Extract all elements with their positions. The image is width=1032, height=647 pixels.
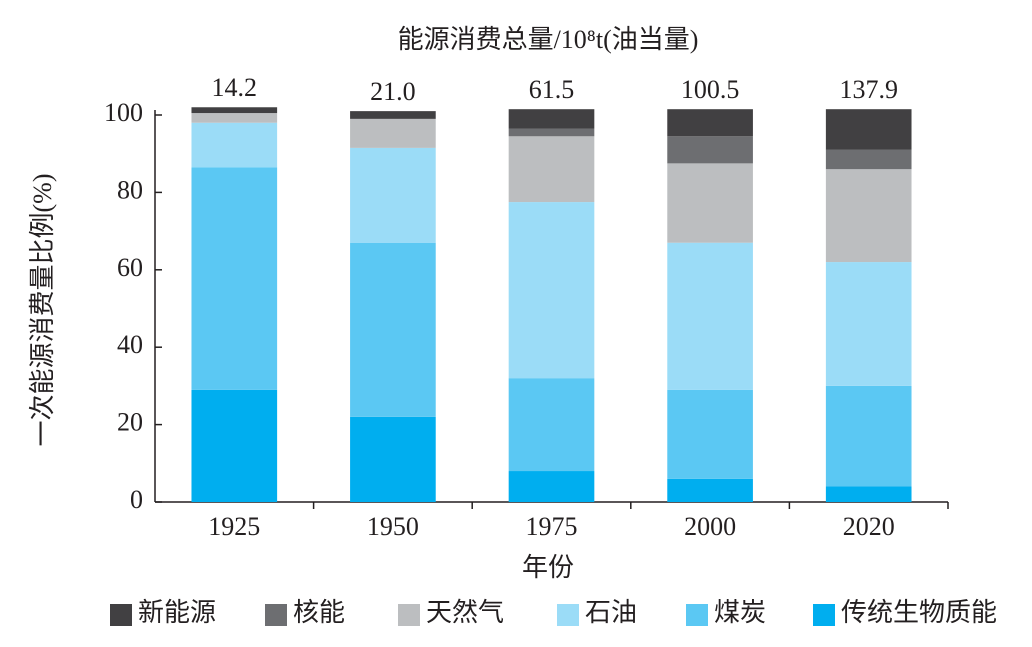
bar-segment bbox=[825, 149, 912, 170]
bar-segment bbox=[508, 202, 595, 379]
y-tick-label: 60 bbox=[117, 253, 143, 282]
legend-label: 核能 bbox=[293, 598, 345, 627]
y-tick-label: 40 bbox=[117, 330, 143, 359]
x-tick-label: 2020 bbox=[843, 512, 895, 541]
x-tick-label: 1925 bbox=[208, 512, 260, 541]
y-tick-label: 80 bbox=[117, 175, 143, 204]
bar-segment bbox=[825, 486, 912, 502]
total-label: 137.9 bbox=[839, 75, 898, 104]
legend-swatch bbox=[398, 604, 420, 626]
bar-segment bbox=[191, 122, 278, 168]
total-label: 14.2 bbox=[212, 73, 258, 102]
bar-segment bbox=[191, 107, 278, 114]
bar-segment bbox=[350, 111, 436, 119]
bar-segment bbox=[508, 128, 595, 137]
bar-segment bbox=[350, 242, 436, 417]
legend-label: 石油 bbox=[585, 598, 637, 627]
bar-segment bbox=[667, 242, 753, 390]
chart-title: 能源消费总量/10⁸t(油当量) bbox=[398, 25, 699, 54]
legend-label: 新能源 bbox=[138, 598, 216, 627]
x-tick-label: 2000 bbox=[684, 512, 736, 541]
bar-segment bbox=[667, 389, 753, 479]
bar-segment bbox=[825, 169, 912, 263]
x-tick-label: 1975 bbox=[526, 512, 578, 541]
total-label: 100.5 bbox=[681, 75, 740, 104]
bar-segment bbox=[825, 109, 912, 150]
y-axis-label: 一次能源消费量比例(%) bbox=[28, 174, 57, 447]
legend-label: 传统生物质能 bbox=[841, 598, 997, 627]
legend-swatch bbox=[557, 604, 579, 626]
x-tick-label: 1950 bbox=[367, 512, 419, 541]
legend-swatch bbox=[110, 604, 132, 626]
bar-segment bbox=[350, 147, 436, 243]
y-tick-label: 20 bbox=[117, 408, 143, 437]
legend-label: 天然气 bbox=[426, 598, 504, 627]
legend-swatch bbox=[265, 604, 287, 626]
bar-segment bbox=[508, 109, 595, 129]
x-axis-label: 年份 bbox=[522, 553, 574, 582]
bar-segment bbox=[667, 478, 753, 502]
total-label: 61.5 bbox=[529, 75, 575, 104]
total-label: 21.0 bbox=[370, 77, 416, 106]
bar-segment bbox=[667, 136, 753, 164]
legend-label: 煤炭 bbox=[714, 598, 766, 627]
bar-segment bbox=[191, 113, 278, 123]
bar-segment bbox=[825, 262, 912, 386]
bar-segment bbox=[350, 118, 436, 148]
bar-segment bbox=[825, 385, 912, 487]
bar-segment bbox=[191, 167, 278, 390]
legend-swatch bbox=[813, 604, 835, 626]
y-tick-label: 100 bbox=[104, 98, 143, 127]
bar-segment bbox=[191, 389, 278, 502]
bar-segment bbox=[508, 136, 595, 203]
bar-segment bbox=[508, 378, 595, 472]
bar-segment bbox=[667, 163, 753, 243]
y-tick-label: 0 bbox=[130, 485, 143, 514]
bar-segment bbox=[350, 416, 436, 502]
bar-segment bbox=[508, 471, 595, 502]
bar-segment bbox=[667, 109, 753, 137]
legend-swatch bbox=[686, 604, 708, 626]
